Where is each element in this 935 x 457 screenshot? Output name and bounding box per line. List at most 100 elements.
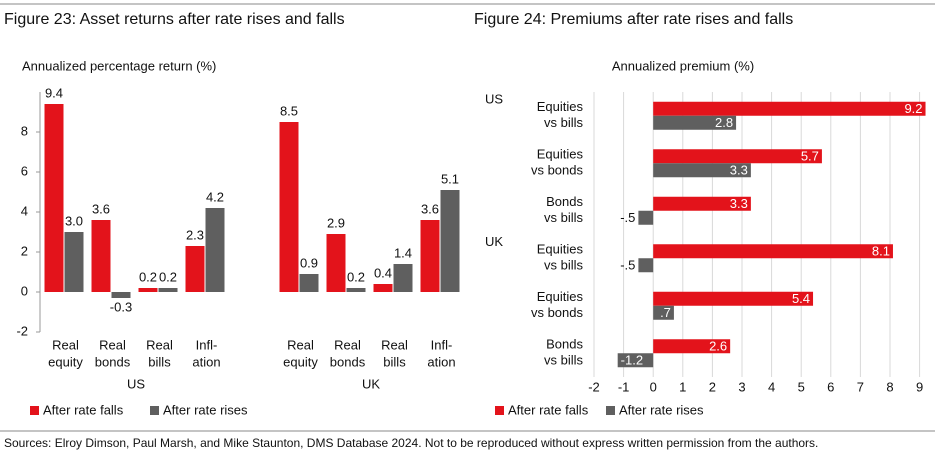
x-tick-label: 4	[768, 379, 775, 394]
x-tick-label: -2	[588, 379, 600, 394]
legend-swatch	[150, 406, 159, 415]
x-tick-label: bills	[148, 354, 171, 369]
x-tick-label: equity	[48, 354, 83, 369]
y-tick-label: vs bonds	[531, 163, 584, 178]
y-tick-label: Equities	[537, 99, 584, 114]
value-label: 0.2	[159, 269, 177, 284]
value-label: 2.9	[327, 215, 345, 230]
value-label: 3.0	[65, 213, 83, 228]
legend-label: After rate falls	[508, 402, 589, 417]
value-label: 2.6	[709, 339, 727, 354]
x-tick-label: bills	[383, 354, 406, 369]
x-tick-label: ation	[427, 354, 455, 369]
bar	[158, 288, 178, 292]
x-tick-label: Infl-	[431, 337, 453, 352]
x-tick-label: equity	[283, 354, 318, 369]
value-label: 0.9	[300, 255, 318, 270]
bar	[393, 264, 413, 292]
bar	[64, 232, 84, 292]
x-tick-label: Real	[99, 337, 126, 352]
x-tick-label: 1	[679, 379, 686, 394]
bar	[440, 190, 460, 292]
x-tick-label: 2	[709, 379, 716, 394]
value-label: .7	[660, 305, 671, 320]
legend-label: After rate rises	[619, 402, 704, 417]
x-tick-label: Infl-	[196, 337, 218, 352]
bar	[653, 101, 926, 116]
x-tick-label: 9	[916, 379, 923, 394]
value-label: 5.1	[441, 171, 459, 186]
legend-swatch	[606, 406, 615, 415]
y-axis-label: Annualized percentage return (%)	[22, 58, 216, 73]
value-label: 9.4	[45, 85, 63, 100]
value-label: 0.2	[347, 269, 365, 284]
x-tick-label: bonds	[330, 354, 366, 369]
group-label: US	[485, 91, 503, 106]
y-tick-label: 8	[21, 123, 28, 138]
y-tick-label: vs bills	[544, 115, 584, 130]
bar	[299, 274, 319, 292]
y-tick-label: vs bills	[544, 258, 584, 273]
chart-title: Figure 23: Asset returns after rate rise…	[4, 11, 345, 28]
x-tick-label: Real	[381, 337, 408, 352]
legend-label: After rate falls	[43, 402, 124, 417]
y-tick-label: Bonds	[546, 337, 583, 352]
x-tick-label: Real	[334, 337, 361, 352]
bar	[653, 163, 751, 178]
y-tick-label: Equities	[537, 147, 584, 162]
chart-title: Figure 24: Premiums after rate rises and…	[474, 11, 793, 28]
x-tick-label: 7	[857, 379, 864, 394]
bar	[44, 104, 64, 292]
value-label: 3.6	[421, 201, 439, 216]
x-tick-label: 8	[886, 379, 893, 394]
bar	[617, 353, 654, 368]
x-tick-label: 6	[827, 379, 834, 394]
bar	[205, 208, 225, 292]
value-label: 4.2	[206, 189, 224, 204]
y-tick-label: vs bonds	[531, 305, 584, 320]
value-label: -.5	[620, 210, 635, 225]
bar	[373, 284, 393, 292]
value-label: 9.2	[904, 101, 922, 116]
value-label: 0.4	[374, 265, 392, 280]
y-tick-label: 0	[21, 283, 28, 298]
x-tick-label: -1	[618, 379, 630, 394]
y-tick-label: vs bills	[544, 210, 584, 225]
x-tick-label: Real	[52, 337, 79, 352]
y-tick-label: 4	[21, 203, 28, 218]
value-label: 3.6	[92, 201, 110, 216]
footnote: Sources: Elroy Dimson, Paul Marsh, and M…	[4, 436, 818, 450]
value-label: 2.3	[186, 227, 204, 242]
x-tick-label: 3	[738, 379, 745, 394]
bar	[653, 244, 893, 259]
bar	[326, 234, 346, 292]
value-label: 5.7	[801, 149, 819, 164]
y-tick-label: Bonds	[546, 194, 583, 209]
bar	[653, 339, 731, 354]
bar	[653, 305, 674, 320]
group-label: UK	[485, 234, 503, 249]
value-label: -1.2	[621, 353, 643, 368]
y-tick-label: -2	[16, 323, 28, 338]
value-label: 3.3	[730, 196, 748, 211]
bar	[185, 246, 205, 292]
value-label: -0.3	[110, 299, 132, 314]
bar	[91, 220, 111, 292]
bar	[138, 288, 158, 292]
x-tick-label: Real	[287, 337, 314, 352]
y-tick-label: 2	[21, 243, 28, 258]
bar	[111, 292, 131, 298]
value-label: 2.8	[715, 115, 733, 130]
x-tick-label: 0	[650, 379, 657, 394]
legend-swatch	[30, 406, 39, 415]
x-tick-label: ation	[192, 354, 220, 369]
bar	[638, 258, 654, 273]
value-label: 0.2	[139, 269, 157, 284]
legend-swatch	[495, 406, 504, 415]
bar	[420, 220, 440, 292]
y-tick-label: vs bills	[544, 353, 584, 368]
legend-label: After rate rises	[163, 402, 248, 417]
value-label: 8.1	[872, 244, 890, 259]
bar	[653, 291, 814, 306]
